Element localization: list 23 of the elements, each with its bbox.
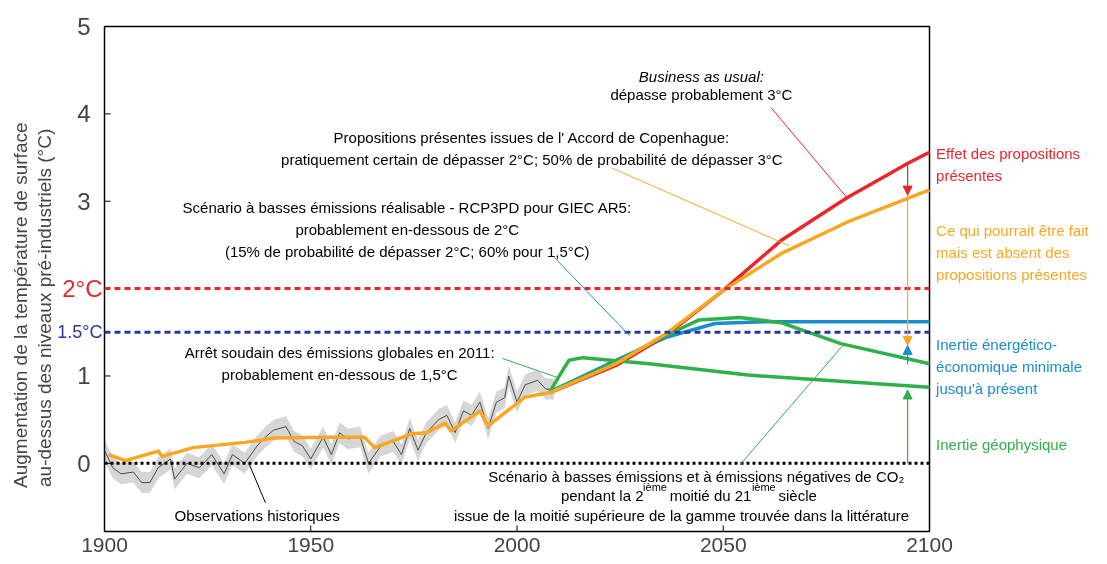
x-tick-label: 2000 (493, 532, 541, 556)
y-tick-label: 0 (77, 449, 91, 477)
x-tick-label: 2050 (699, 532, 747, 556)
ref-line-label: 1.5°C (57, 322, 103, 343)
ref-line-label: 2°C (62, 275, 103, 303)
y-tick-label: 4 (77, 100, 91, 128)
x-tick-label: 1900 (81, 532, 128, 556)
annotation: Observations historiques (174, 507, 340, 525)
annotation: dépasse probablement 3°C (610, 85, 793, 103)
text: Effet des propositions présentes (936, 145, 1081, 185)
annotation: Business as usual: (638, 68, 764, 86)
y-tick-label: 5 (77, 13, 91, 40)
annotation: Arrêt soudain des émissions globales en 2011: probablement en-dessous de 1,5°C (184, 343, 495, 383)
x-tick-label: 2100 (906, 532, 953, 556)
annotation: Scénario à basses émissions réalisable - RCP3PD pour GIEC AR5: probablement en-dessous de 2°C (15% de probabilité de dépasser 2°C; 60% pour 1,5°C) (182, 198, 632, 260)
annotation: Propositions présentes issues de l' Accord de Copenhague: pratiquement certain de dépasser 2°C; 50% de probabilité de dépasser 3°C (281, 128, 783, 168)
text: Inertie énergético- économique minimale jusqu'à présent (935, 335, 1083, 397)
text: Ce qui pourrait être fait mais est absent des propositions présentes (936, 222, 1090, 284)
y-axis-title: Augmentation de la température de surface au-dessus des niveaux pré-industriels (°C) (10, 122, 55, 488)
x-tick-label: 1950 (287, 532, 335, 556)
text: Inertie géophysique (936, 436, 1068, 454)
y-tick-label: 1 (77, 362, 91, 390)
y-tick-label: 3 (77, 187, 91, 215)
